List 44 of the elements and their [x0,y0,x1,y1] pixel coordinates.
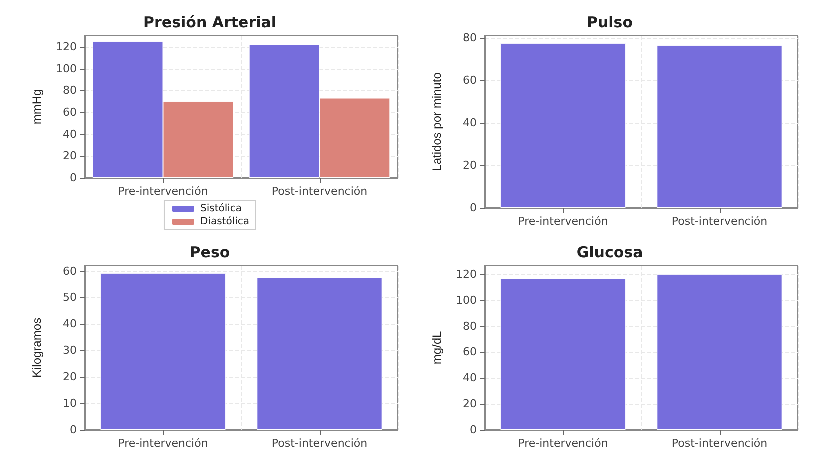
y-tick-label: 100 [56,62,77,76]
y-tick-label: 20 [63,150,77,163]
y-tick-label: 20 [463,398,477,411]
chart-title: Peso [190,244,230,262]
y-tick-label: 0 [470,424,477,436]
y-tick-label: 60 [463,346,477,359]
y-tick-label: 10 [63,397,77,410]
y-tick-label: 30 [63,344,77,358]
y-tick-label: 80 [463,32,477,45]
y-tick-label: 80 [63,84,77,98]
y-tick-label: 20 [63,370,77,384]
y-axis-title: mg/dL [430,331,444,365]
y-tick-label: 120 [456,268,477,281]
y-tick-label: 20 [463,159,477,172]
y-tick-label: 60 [63,264,77,278]
x-tick-label: Pre-intervención [518,215,608,228]
y-axis-title: Kilogramos [30,318,44,378]
y-tick-label: 40 [463,116,477,130]
x-tick-label: Post-intervención [672,215,768,228]
y-tick-label: 40 [463,372,477,385]
y-tick-label: 120 [56,40,77,54]
y-tick-label: 40 [63,128,77,141]
y-tick-label: 80 [463,320,477,333]
chart-title: Pulso [586,14,634,32]
y-tick-label: 100 [456,294,477,307]
legend-label: Sistólica [200,204,242,214]
x-tick-label: Post-intervención [272,185,368,198]
y-tick-label: 60 [63,106,77,119]
y-tick-label: 0 [70,172,77,184]
y-axis-title: Latidos por minuto [430,72,444,172]
legend-label: Diastólica [200,216,250,228]
y-tick-label: 40 [63,318,77,331]
x-tick-label: Pre-intervención [118,185,208,198]
chart-title: Glucosa [576,244,644,262]
y-tick-label: 50 [63,291,77,304]
y-axis-title: mmHg [30,89,44,125]
y-tick-label: 0 [470,202,477,214]
x-tick-label: Post-intervención [672,437,768,450]
x-tick-label: Post-intervención [272,437,368,450]
x-tick-label: Pre-intervención [118,437,208,450]
chart-title: Presión Arterial [144,14,276,32]
y-tick-label: 60 [463,74,477,88]
y-tick-label: 0 [70,424,77,436]
x-tick-label: Pre-intervención [518,437,608,450]
